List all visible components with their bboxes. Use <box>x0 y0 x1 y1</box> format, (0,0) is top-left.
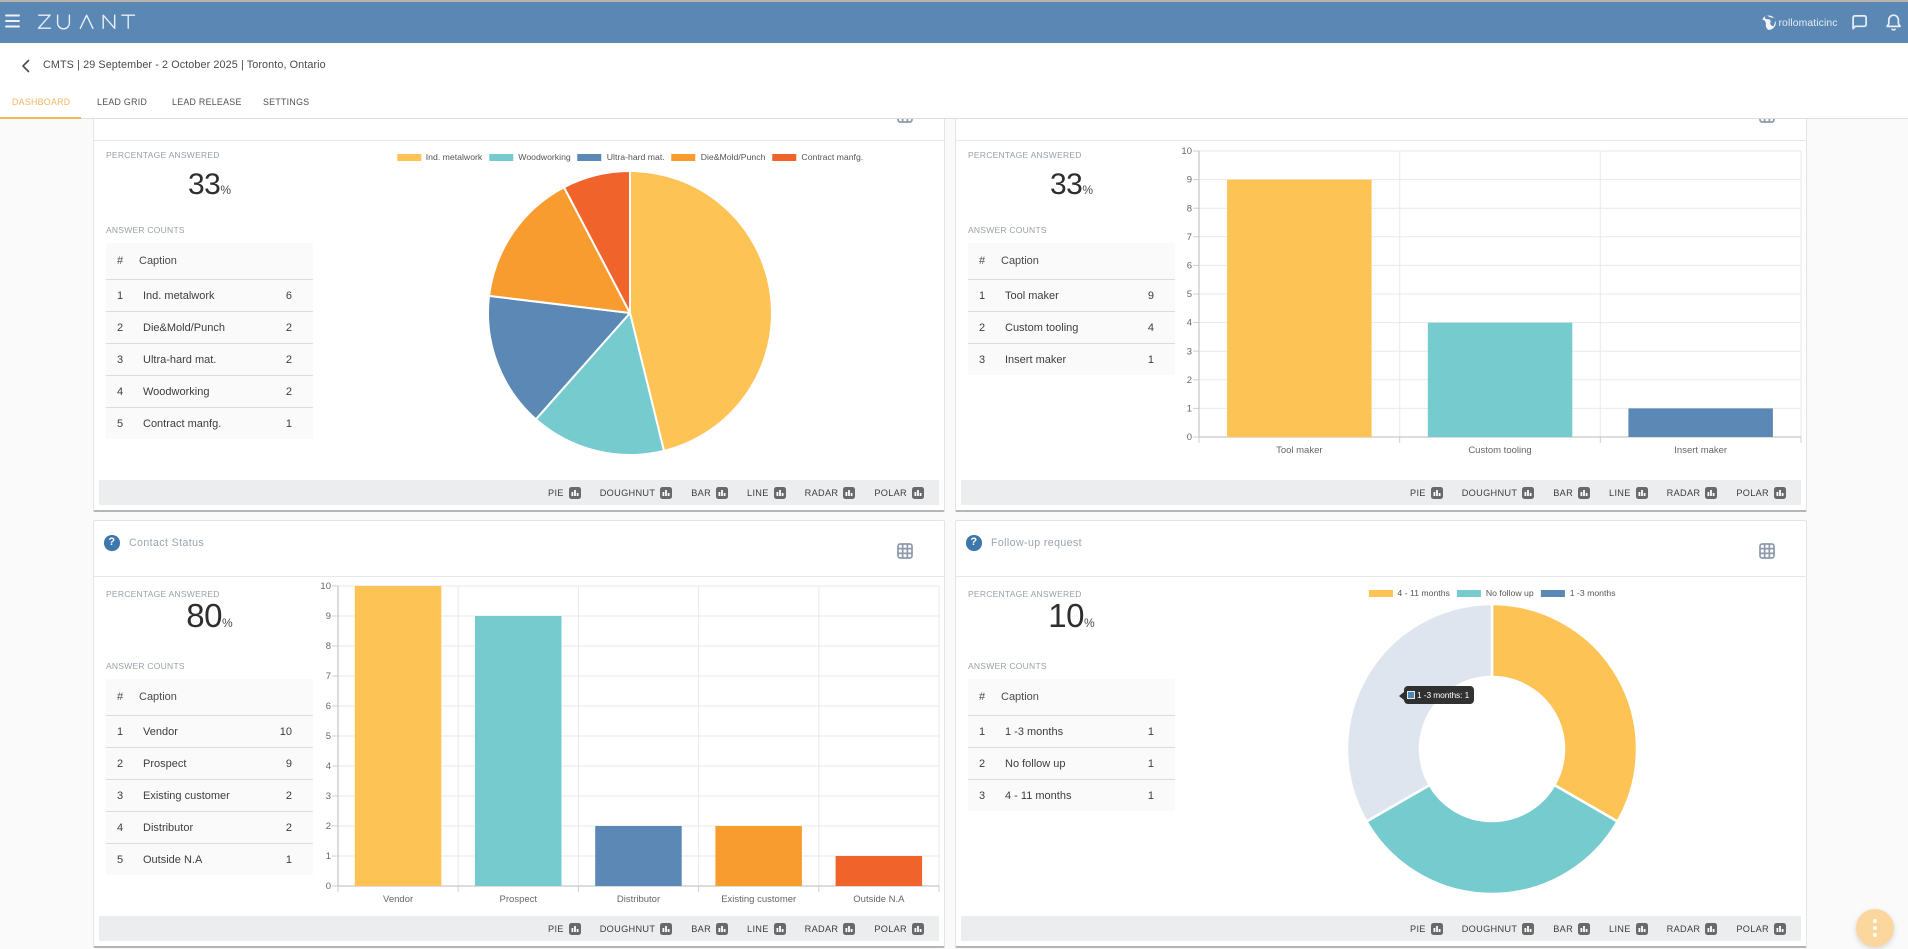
svg-text:0: 0 <box>326 881 331 892</box>
svg-text:Vendor: Vendor <box>383 894 413 905</box>
svg-text:Existing customer: Existing customer <box>721 894 796 905</box>
svg-text:10: 10 <box>320 581 331 592</box>
svg-text:4: 4 <box>1187 318 1192 329</box>
svg-text:Custom tooling: Custom tooling <box>1468 445 1531 456</box>
svg-text:10: 10 <box>1181 146 1192 157</box>
svg-text:7: 7 <box>326 671 331 682</box>
svg-text:3: 3 <box>326 791 331 802</box>
svg-text:1: 1 <box>1187 404 1192 415</box>
svg-text:Prospect: Prospect <box>500 894 538 905</box>
svg-text:3: 3 <box>1187 346 1192 357</box>
svg-text:2: 2 <box>326 821 331 832</box>
svg-text:Tool maker: Tool maker <box>1276 445 1322 456</box>
svg-text:0: 0 <box>1187 432 1192 443</box>
svg-text:5: 5 <box>326 731 331 742</box>
svg-text:Insert maker: Insert maker <box>1674 445 1727 456</box>
svg-text:2: 2 <box>1187 375 1192 386</box>
svg-text:8: 8 <box>326 641 331 652</box>
svg-text:9: 9 <box>1187 175 1192 186</box>
svg-text:9: 9 <box>326 611 331 622</box>
svg-text:6: 6 <box>326 701 331 712</box>
svg-text:5: 5 <box>1187 289 1192 300</box>
svg-text:Distributor: Distributor <box>617 894 660 905</box>
svg-text:rollomaticinc: rollomaticinc <box>1779 18 1838 29</box>
svg-text:1: 1 <box>326 851 331 862</box>
svg-text:8: 8 <box>1187 203 1192 214</box>
svg-text:4: 4 <box>326 761 331 772</box>
svg-text:7: 7 <box>1187 232 1192 243</box>
svg-text:Outside N.A: Outside N.A <box>853 894 905 905</box>
svg-text:6: 6 <box>1187 261 1192 272</box>
